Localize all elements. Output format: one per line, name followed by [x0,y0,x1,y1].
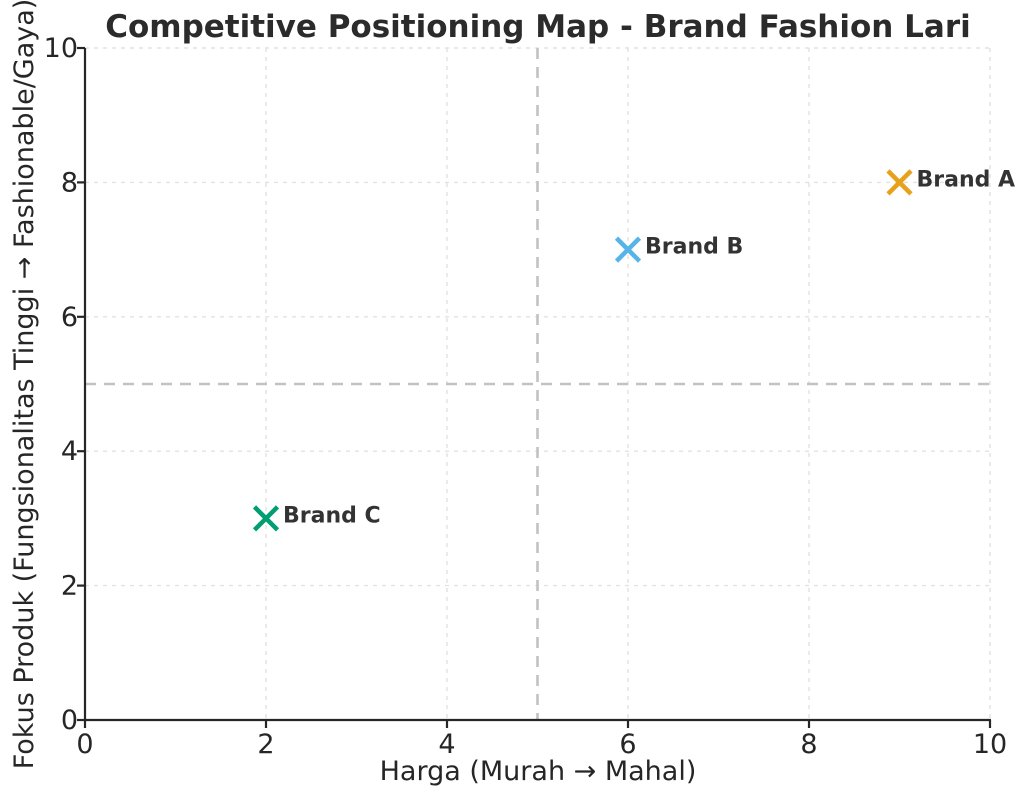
x-axis-label: Harga (Murah → Mahal) [380,756,697,787]
data-point-brand-a: Brand A [886,167,1016,196]
x-tick-label: 2 [257,729,274,760]
chart-title: Competitive Positioning Map - Brand Fash… [105,9,971,45]
x-tick-label: 10 [973,729,1007,760]
y-tick-label: 0 [61,705,78,736]
x-tick-label: 6 [619,729,636,760]
y-axis-label: Fokus Produk (Fungsionalitas Tinggi → Fa… [9,0,40,769]
x-marker [252,505,280,532]
y-tick-label: 8 [61,167,78,198]
data-point-brand-b: Brand B [614,235,743,263]
y-tick-label: 6 [61,302,78,333]
point-label: Brand A [917,167,1016,192]
point-label: Brand B [645,235,743,260]
y-tick-label: 10 [44,33,78,64]
x-marker [614,236,642,263]
point-label: Brand C [283,503,381,528]
x-tick-label: 0 [76,729,93,760]
quadrant-lines [85,48,990,720]
x-tick-label: 8 [800,729,817,760]
y-tick-label: 4 [61,436,78,467]
axis-spines [83,48,991,722]
x-tick-label: 4 [438,729,455,760]
data-points: Brand A Brand B Brand C [252,167,1016,532]
data-point-brand-c: Brand C [252,503,381,532]
y-tick-label: 2 [61,571,78,602]
tick-labels: 0 2 4 6 8 10 0 2 4 6 8 10 [44,33,1008,760]
x-marker [886,169,913,196]
axis-ticks [77,46,992,728]
